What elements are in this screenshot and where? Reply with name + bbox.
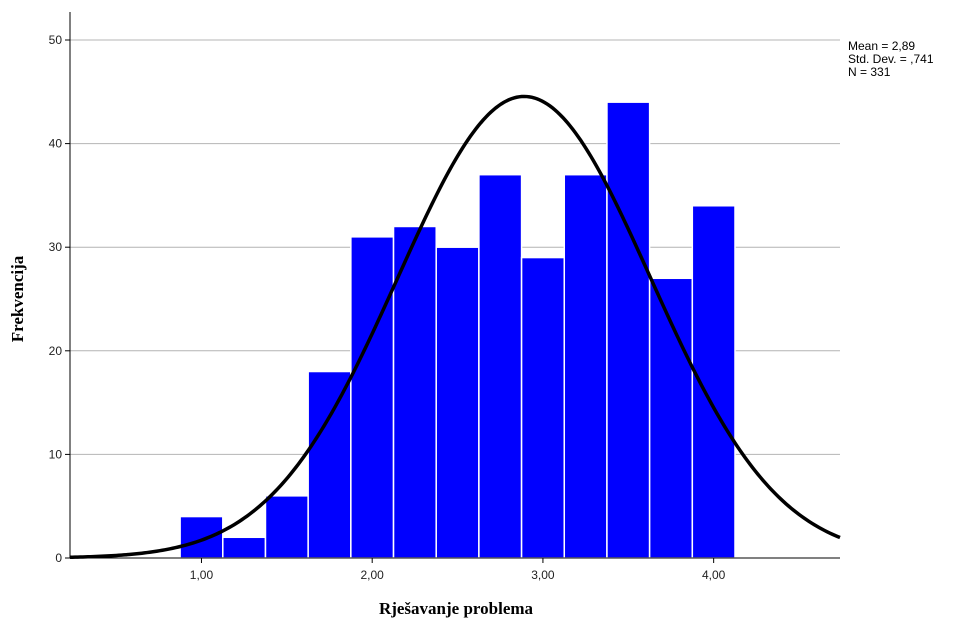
x-tick-labels: 1,00 2,00 3,00 4,00 (190, 558, 726, 582)
x-axis-title: Rješavanje problema (379, 599, 534, 618)
y-tick-label: 40 (49, 137, 63, 151)
x-tick-label: 4,00 (702, 568, 726, 582)
y-tick-label: 10 (49, 447, 63, 461)
y-tick-labels: 0 10 20 30 40 50 (49, 33, 70, 565)
y-tick-label: 0 (55, 551, 62, 565)
histogram-bar (392, 225, 437, 559)
histogram-bar (264, 495, 309, 559)
stats-std-dev: Std. Dev. = ,741 (848, 52, 934, 66)
histogram-bar (179, 515, 224, 559)
x-tick-label: 3,00 (531, 568, 555, 582)
histogram-bar (606, 101, 651, 559)
histogram-bars (179, 101, 736, 559)
y-tick-label: 50 (49, 33, 63, 47)
histogram-bar (563, 173, 608, 559)
stats-n: N = 331 (848, 65, 891, 79)
y-axis-title: Frekvencija (8, 255, 27, 342)
axes (69, 12, 840, 559)
histogram-bar (222, 536, 267, 559)
normal-curve (69, 94, 841, 560)
histogram-bar (307, 370, 352, 559)
stats-box: Mean = 2,89 Std. Dev. = ,741 N = 331 (848, 39, 934, 79)
y-tick-label: 30 (49, 240, 63, 254)
histogram-bar (350, 236, 395, 559)
histogram-bar (691, 205, 736, 559)
stats-mean: Mean = 2,89 (848, 39, 915, 53)
histogram-bar (520, 256, 566, 559)
histogram-bar (435, 246, 480, 559)
x-tick-label: 2,00 (361, 568, 385, 582)
x-tick-label: 1,00 (190, 568, 214, 582)
histogram-bar (478, 173, 523, 559)
y-tick-label: 20 (49, 344, 63, 358)
